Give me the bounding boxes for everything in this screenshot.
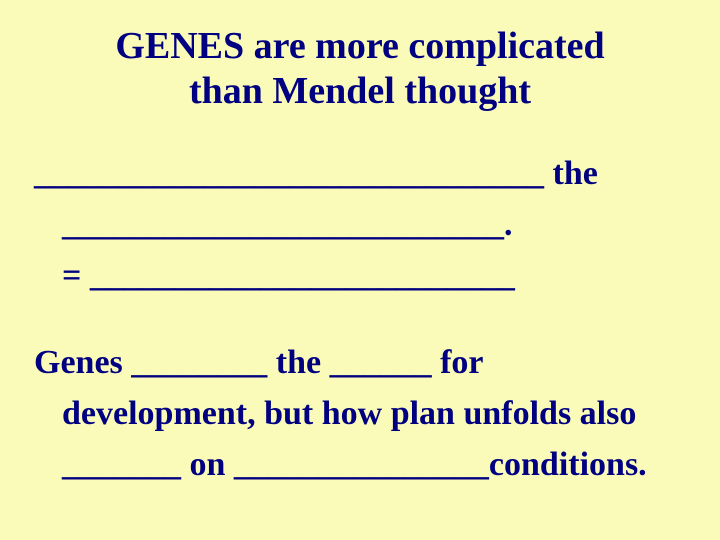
slide: GENES are more complicated than Mendel t… [0,0,720,540]
para2-line1: Genes ________ the ______ for [34,337,690,388]
para1-line2: __________________________. [34,199,690,250]
para1-line1: ______________________________ the [34,148,690,199]
paragraph-2: Genes ________ the ______ for developmen… [34,337,690,490]
paragraph-1: ______________________________ the _____… [34,148,690,301]
para2-line3: _______ on _______________conditions. [34,439,690,490]
title-line-1: GENES are more complicated [30,24,690,69]
slide-title: GENES are more complicated than Mendel t… [30,24,690,114]
para1-line3: = _________________________ [34,250,690,301]
slide-body: ______________________________ the _____… [30,148,690,490]
title-line-2: than Mendel thought [30,69,690,114]
para2-line2: development, but how plan unfolds also [34,388,690,439]
